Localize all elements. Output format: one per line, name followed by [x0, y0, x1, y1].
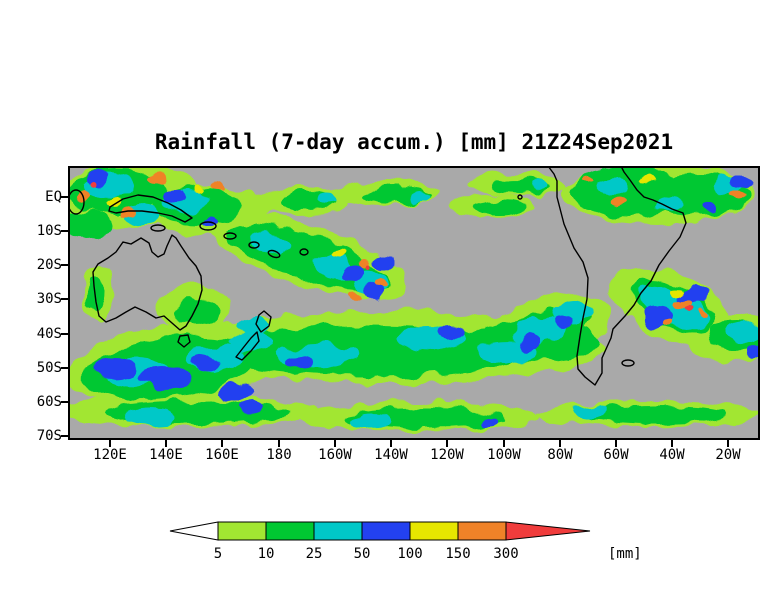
x-axis-label: 80W [547, 447, 573, 463]
island-outline [223, 232, 237, 240]
australia-coastline [92, 234, 203, 331]
map-plot [61, 166, 760, 447]
map-frame [68, 166, 760, 440]
y-axis-label: 30S [36, 291, 62, 307]
tasmania-coastline [177, 334, 191, 348]
page-title: Rainfall (7-day accum.) [mm] 21Z24Sep202… [154, 130, 674, 154]
island-outline [267, 249, 281, 259]
legend-segment-25-50 [313, 521, 363, 541]
coastlines [68, 166, 687, 386]
y-axis-label: 50S [36, 360, 62, 376]
y-axis-label: EQ [45, 189, 62, 205]
island-outline [299, 248, 309, 256]
island-outline [248, 241, 260, 249]
x-axis-label: 100W [487, 447, 521, 463]
south-america-coastline [547, 166, 687, 386]
x-axis-label: 140E [149, 447, 183, 463]
legend-colorbar [169, 521, 591, 541]
x-axis-label: 120E [93, 447, 127, 463]
legend-threshold-label: 25 [305, 546, 323, 562]
x-axis-label: 180 [266, 447, 292, 463]
y-axis-label: 70S [36, 428, 62, 444]
legend-threshold-label: 300 [493, 546, 519, 562]
legend-threshold-label: 50 [353, 546, 371, 562]
legend: 5 10 25 50 100 150 300 [mm] [169, 521, 710, 569]
falkland-islands-outline [621, 359, 635, 367]
x-axis-label: 160W [318, 447, 352, 463]
legend-threshold-label: 150 [445, 546, 471, 562]
legend-segment-50-100 [361, 521, 411, 541]
y-axis-label: 40S [36, 326, 62, 342]
axis-ticks [61, 196, 729, 447]
y-axis-label: 10S [36, 223, 62, 239]
x-axis-label: 140W [374, 447, 408, 463]
legend-threshold-label: 5 [213, 546, 223, 562]
new-zealand-north-island [255, 310, 272, 333]
legend-segment-150-300 [457, 521, 507, 541]
x-axis-label: 120W [430, 447, 464, 463]
island-outline [68, 189, 85, 215]
island-outline [199, 221, 217, 231]
galapagos-outline [517, 194, 523, 200]
x-axis-label: 160E [205, 447, 239, 463]
y-axis-label: 20S [36, 257, 62, 273]
legend-segment-below-5 [169, 521, 219, 541]
new-zealand-south-island [235, 331, 260, 361]
x-axis-label: 40W [659, 447, 685, 463]
legend-unit-label: [mm] [608, 546, 642, 562]
legend-threshold-label: 10 [257, 546, 275, 562]
y-axis-label: 60S [36, 394, 62, 410]
x-axis-label: 60W [603, 447, 629, 463]
rainfall-field [68, 166, 760, 431]
island-outline [150, 224, 166, 232]
legend-segment-5-10 [217, 521, 267, 541]
legend-segment-10-25 [265, 521, 315, 541]
new-guinea-coastline [108, 194, 193, 223]
x-axis-label: 20W [715, 447, 741, 463]
legend-threshold-label: 100 [397, 546, 423, 562]
legend-segment-above-300 [505, 521, 591, 541]
legend-segment-100-150 [409, 521, 459, 541]
